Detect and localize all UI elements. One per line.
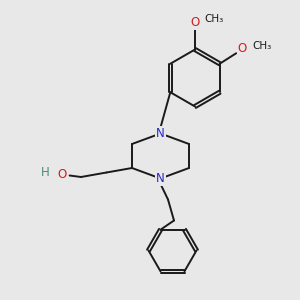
Text: N: N	[156, 172, 165, 185]
Text: O: O	[58, 168, 67, 181]
Text: N: N	[156, 127, 165, 140]
Text: H: H	[41, 166, 50, 179]
Text: O: O	[190, 16, 200, 29]
Text: CH₃: CH₃	[204, 14, 223, 25]
Text: O: O	[238, 42, 247, 55]
Text: CH₃: CH₃	[253, 41, 272, 51]
